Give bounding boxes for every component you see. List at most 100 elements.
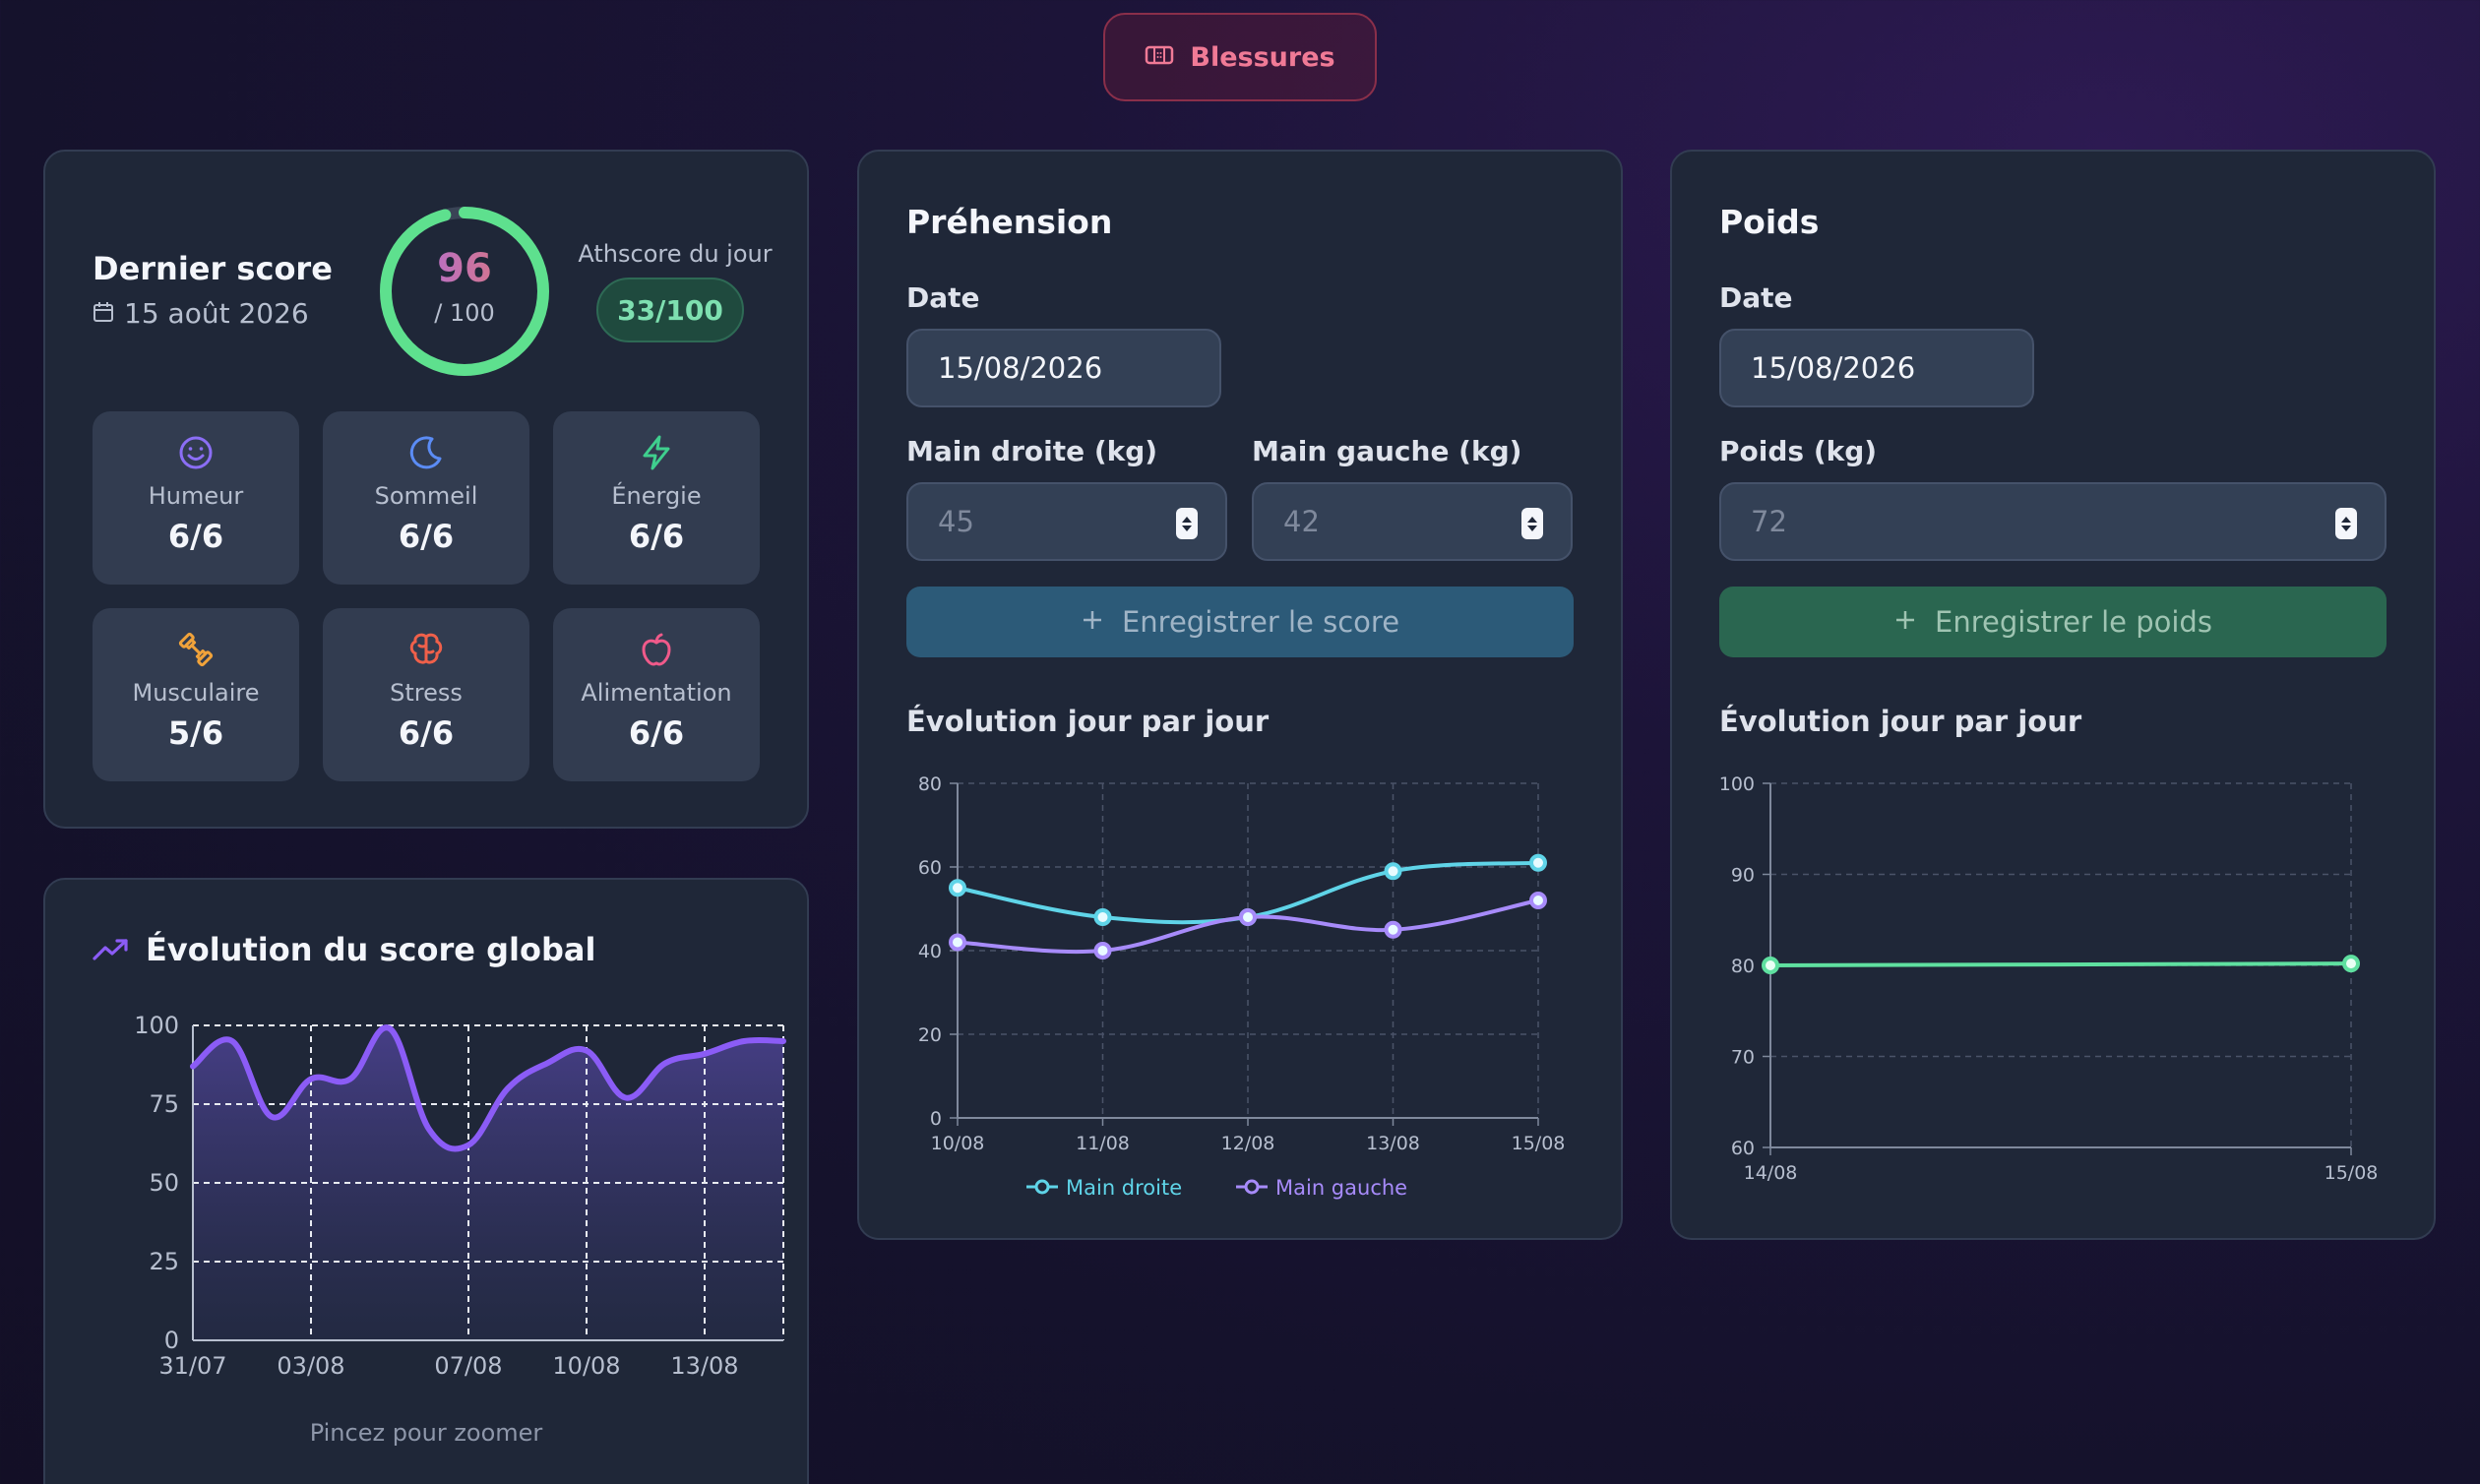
y-tick-label: 70 — [1731, 1047, 1755, 1069]
athscore-label: Athscore du jour — [578, 240, 773, 268]
right-hand-input[interactable]: 45 — [906, 482, 1227, 561]
tile-energie[interactable]: Énergie 6/6 — [553, 411, 760, 585]
athscore-badge: 33/100 — [596, 278, 744, 342]
tile-stress[interactable]: Stress 6/6 — [323, 608, 529, 781]
x-tick-label: 12/08 — [1221, 1133, 1275, 1154]
data-point — [2342, 955, 2360, 973]
tile-label: Humeur — [148, 482, 244, 510]
plus-icon — [1081, 605, 1104, 639]
plus-icon — [1893, 605, 1917, 639]
grip-card: Préhension Date 15/08/2026 Main droite (… — [857, 150, 1623, 1240]
y-tick-label: 80 — [1731, 956, 1755, 977]
y-tick-label: 50 — [149, 1169, 179, 1197]
x-tick-label: 13/08 — [670, 1352, 738, 1380]
x-tick-label: 10/08 — [552, 1352, 620, 1380]
left-hand-placeholder: 42 — [1283, 505, 1320, 538]
injuries-button[interactable]: Blessures — [1103, 13, 1377, 101]
tile-musculaire[interactable]: Musculaire 5/6 — [93, 608, 299, 781]
number-stepper-icon[interactable] — [1176, 508, 1198, 539]
last-score-date-text: 15 août 2026 — [124, 297, 309, 330]
tile-value: 6/6 — [398, 714, 455, 752]
score-ring — [380, 207, 549, 376]
last-score-card: Dernier score 15 août 2026 96 / 100 Aths… — [43, 150, 809, 829]
weight-placeholder: 72 — [1751, 505, 1787, 538]
score-value: 96 — [376, 246, 553, 291]
number-stepper-icon[interactable] — [2335, 508, 2357, 539]
data-point — [949, 879, 966, 897]
data-point — [949, 933, 966, 952]
score-area — [193, 1027, 783, 1340]
tile-label: Musculaire — [132, 679, 260, 707]
tile-value: 6/6 — [628, 518, 685, 555]
left-hand-input[interactable]: 42 — [1252, 482, 1573, 561]
y-tick-label: 0 — [164, 1327, 179, 1354]
y-tick-label: 60 — [918, 857, 942, 879]
last-score-title: Dernier score — [93, 250, 333, 287]
number-stepper-icon[interactable] — [1521, 508, 1543, 539]
grip-date-value: 15/08/2026 — [938, 351, 1103, 385]
legend-marker — [1244, 1179, 1260, 1195]
trending-up-icon — [93, 939, 128, 960]
grip-date-input[interactable]: 15/08/2026 — [906, 329, 1221, 407]
x-tick-label: 31/07 — [158, 1352, 226, 1380]
brain-icon — [409, 633, 443, 664]
x-tick-label: 15/08 — [1512, 1133, 1566, 1154]
smile-icon — [179, 436, 213, 469]
calendar-icon — [93, 297, 114, 330]
legend-label: Main droite — [1066, 1176, 1182, 1200]
tile-label: Alimentation — [581, 679, 732, 707]
data-point — [1239, 908, 1257, 926]
weight-input[interactable]: 72 — [1719, 482, 2387, 561]
tile-alimentation[interactable]: Alimentation 6/6 — [553, 608, 760, 781]
y-tick-label: 25 — [149, 1248, 179, 1275]
grip-date-label: Date — [906, 281, 980, 314]
tile-value: 6/6 — [167, 518, 224, 555]
y-tick-label: 90 — [1731, 865, 1755, 887]
weight-chart-title: Évolution jour par jour — [1719, 705, 2082, 738]
x-tick-label: 07/08 — [434, 1352, 502, 1380]
weight-date-input[interactable]: 15/08/2026 — [1719, 329, 2034, 407]
legend-label: Main gauche — [1275, 1176, 1407, 1200]
save-weight-label: Enregistrer le poids — [1935, 605, 2212, 639]
tile-value: 5/6 — [167, 714, 224, 752]
last-score-date: 15 août 2026 — [93, 297, 309, 330]
bandage-icon — [1145, 42, 1174, 73]
bolt-icon — [643, 435, 670, 470]
data-point — [1384, 920, 1402, 939]
evolution-header: Évolution du score global — [93, 931, 595, 968]
data-point — [1762, 957, 1779, 974]
y-tick-label: 20 — [918, 1024, 942, 1046]
weight-date-value: 15/08/2026 — [1751, 351, 1916, 385]
tile-humeur[interactable]: Humeur 6/6 — [93, 411, 299, 585]
y-tick-label: 75 — [149, 1090, 179, 1118]
x-tick-label: 11/08 — [1076, 1133, 1130, 1154]
y-tick-label: 60 — [1731, 1138, 1755, 1159]
moon-icon — [409, 436, 442, 469]
weight-kg-label: Poids (kg) — [1719, 435, 1878, 467]
tile-sommeil[interactable]: Sommeil 6/6 — [323, 411, 529, 585]
x-tick-label: 14/08 — [1744, 1162, 1798, 1184]
global-score-evolution-card: Évolution du score global 0 25 50 75 100 31/0… — [43, 878, 809, 1484]
data-point — [1093, 942, 1112, 959]
injuries-label: Blessures — [1190, 41, 1335, 73]
x-tick-label: 15/08 — [2325, 1162, 2379, 1184]
weight-card: Poids Date 15/08/2026 Poids (kg) 72 Enre… — [1670, 150, 2436, 1240]
right-hand-placeholder: 45 — [938, 505, 974, 538]
x-tick-label: 03/08 — [277, 1352, 344, 1380]
apple-icon — [642, 633, 671, 666]
x-tick-label: 13/08 — [1366, 1133, 1420, 1154]
grip-title: Préhension — [906, 203, 1113, 241]
data-point — [1093, 908, 1112, 926]
y-tick-label: 80 — [918, 773, 942, 795]
global-score-chart[interactable]: 0 25 50 75 100 31/07 03/08 07/08 10/08 13/08 — [65, 996, 793, 1409]
grip-chart[interactable]: 0 20 40 60 80 10/08 11/08 12/08 13/08 15/08 Main d… — [879, 754, 1587, 1216]
weight-chart[interactable]: 60 70 80 90 100 14/08 15/08 — [1692, 754, 2400, 1216]
data-point — [1384, 862, 1402, 881]
save-weight-button[interactable]: Enregistrer le poids — [1719, 587, 2387, 657]
tile-value: 6/6 — [398, 518, 455, 555]
score-ring-progress — [380, 207, 549, 376]
save-grip-button[interactable]: Enregistrer le score — [906, 587, 1574, 657]
y-tick-label: 0 — [930, 1108, 942, 1130]
grip-chart-title: Évolution jour par jour — [906, 705, 1270, 738]
dumbbell-icon — [178, 632, 214, 667]
